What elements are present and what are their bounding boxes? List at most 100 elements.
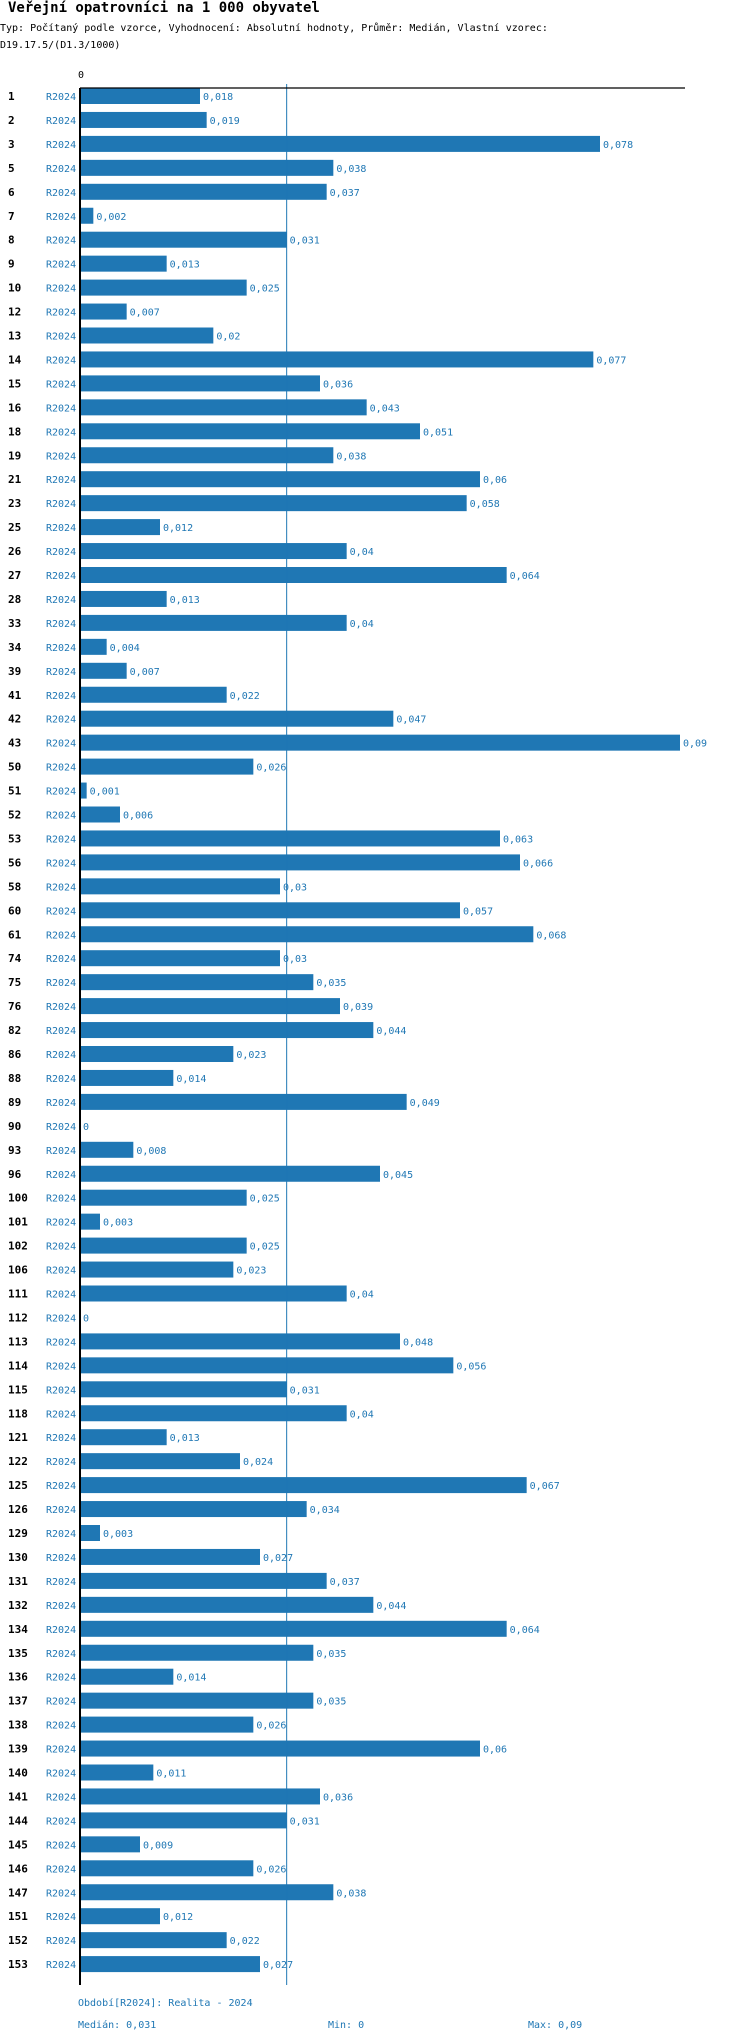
value-label: 0,027 — [263, 1960, 293, 1971]
bar — [80, 734, 680, 751]
row-number: 43 — [8, 737, 21, 750]
row-number: 131 — [8, 1575, 28, 1588]
bar — [80, 327, 214, 344]
row-period-label: R2024 — [46, 1505, 76, 1516]
row-number: 129 — [8, 1527, 28, 1540]
row-period-label: R2024 — [46, 1385, 76, 1396]
row-number: 139 — [8, 1743, 28, 1756]
row-period-label: R2024 — [46, 1266, 76, 1277]
row-number: 152 — [8, 1934, 28, 1947]
value-label: 0,067 — [530, 1481, 560, 1492]
value-label: 0,004 — [110, 643, 140, 654]
row-number: 25 — [8, 521, 21, 534]
row-number: 88 — [8, 1072, 21, 1085]
row-period-label: R2024 — [46, 1888, 76, 1899]
value-label: 0,031 — [290, 1385, 320, 1396]
value-label: 0,003 — [103, 1218, 133, 1229]
value-label: 0,06 — [483, 1745, 507, 1756]
bar — [80, 1237, 247, 1254]
value-label: 0,04 — [350, 547, 374, 558]
value-label: 0,026 — [256, 763, 286, 774]
value-label: 0,007 — [130, 308, 160, 319]
row-period-label: R2024 — [46, 116, 76, 127]
value-label: 0,04 — [350, 1409, 374, 1420]
row-number: 14 — [8, 353, 22, 366]
value-label: 0,057 — [463, 906, 493, 917]
bar — [80, 1213, 100, 1230]
bar — [80, 1812, 287, 1829]
row-number: 9 — [8, 258, 15, 271]
row-number: 8 — [8, 234, 15, 247]
bar — [80, 1357, 454, 1374]
row-period-label: R2024 — [46, 1529, 76, 1540]
value-label: 0,023 — [236, 1266, 266, 1277]
row-period-label: R2024 — [46, 978, 76, 989]
row-period-label: R2024 — [46, 1553, 76, 1564]
row-number: 118 — [8, 1407, 28, 1420]
value-label: 0,036 — [323, 379, 353, 390]
row-number: 16 — [8, 401, 22, 414]
row-number: 111 — [8, 1288, 28, 1301]
row-period-label: R2024 — [46, 547, 76, 558]
value-label: 0,036 — [323, 1792, 353, 1803]
bar — [80, 351, 594, 368]
value-label: 0,038 — [336, 451, 366, 462]
value-label: 0,003 — [103, 1529, 133, 1540]
value-label: 0,001 — [90, 787, 120, 798]
value-label: 0,012 — [163, 523, 193, 534]
value-label: 0,04 — [350, 1290, 374, 1301]
value-label: 0,044 — [376, 1601, 406, 1612]
bar — [80, 231, 287, 248]
value-label: 0,064 — [510, 571, 540, 582]
bar — [80, 1596, 374, 1613]
bar — [80, 1716, 254, 1733]
row-period-label: R2024 — [46, 906, 76, 917]
value-label: 0,014 — [176, 1074, 206, 1085]
row-period-label: R2024 — [46, 1290, 76, 1301]
bar — [80, 471, 480, 488]
value-label: 0,058 — [470, 499, 500, 510]
row-number: 125 — [8, 1479, 28, 1492]
bar — [80, 1620, 507, 1637]
bar — [80, 1548, 260, 1565]
value-label: 0,027 — [263, 1553, 293, 1564]
bar — [80, 1788, 320, 1805]
bar — [80, 1956, 260, 1973]
bar — [80, 1022, 374, 1039]
value-label: 0,037 — [330, 188, 360, 199]
bar — [80, 1692, 314, 1709]
row-period-label: R2024 — [46, 643, 76, 654]
value-label: 0,026 — [256, 1721, 286, 1732]
row-number: 136 — [8, 1671, 28, 1684]
bar — [80, 902, 460, 919]
row-number: 100 — [8, 1192, 28, 1205]
row-period-label: R2024 — [46, 858, 76, 869]
row-period-label: R2024 — [46, 1864, 76, 1875]
row-number: 1 — [8, 90, 15, 103]
value-label: 0,022 — [230, 1936, 260, 1947]
row-number: 10 — [8, 282, 21, 295]
value-label: 0,047 — [396, 715, 426, 726]
bar — [80, 1069, 174, 1086]
value-label: 0,09 — [683, 739, 707, 750]
row-number: 7 — [8, 210, 15, 223]
bar — [80, 207, 94, 224]
bar — [80, 255, 167, 272]
bar — [80, 1884, 334, 1901]
row-period-label: R2024 — [46, 1697, 76, 1708]
value-label: 0,037 — [330, 1577, 360, 1588]
row-period-label: R2024 — [46, 667, 76, 678]
value-label: 0,031 — [290, 236, 320, 247]
bar — [80, 1501, 307, 1518]
bar — [80, 1261, 234, 1278]
row-period-label: R2024 — [46, 308, 76, 319]
row-period-label: R2024 — [46, 284, 76, 295]
row-number: 58 — [8, 880, 21, 893]
row-period-label: R2024 — [46, 1050, 76, 1061]
row-period-label: R2024 — [46, 1625, 76, 1636]
value-label: 0,06 — [483, 475, 507, 486]
row-period-label: R2024 — [46, 571, 76, 582]
value-label: 0,013 — [170, 1433, 200, 1444]
row-period-label: R2024 — [46, 1769, 76, 1780]
